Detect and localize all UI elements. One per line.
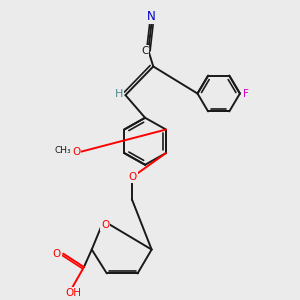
Text: OH: OH: [66, 288, 82, 298]
Text: F: F: [243, 88, 249, 98]
Text: O: O: [101, 220, 109, 230]
Text: O: O: [128, 172, 137, 182]
Text: H: H: [115, 89, 123, 99]
Text: N: N: [147, 10, 156, 23]
Text: O: O: [53, 249, 61, 259]
Text: CH₃: CH₃: [54, 146, 71, 155]
Text: O: O: [72, 147, 80, 157]
Text: C: C: [141, 46, 148, 56]
